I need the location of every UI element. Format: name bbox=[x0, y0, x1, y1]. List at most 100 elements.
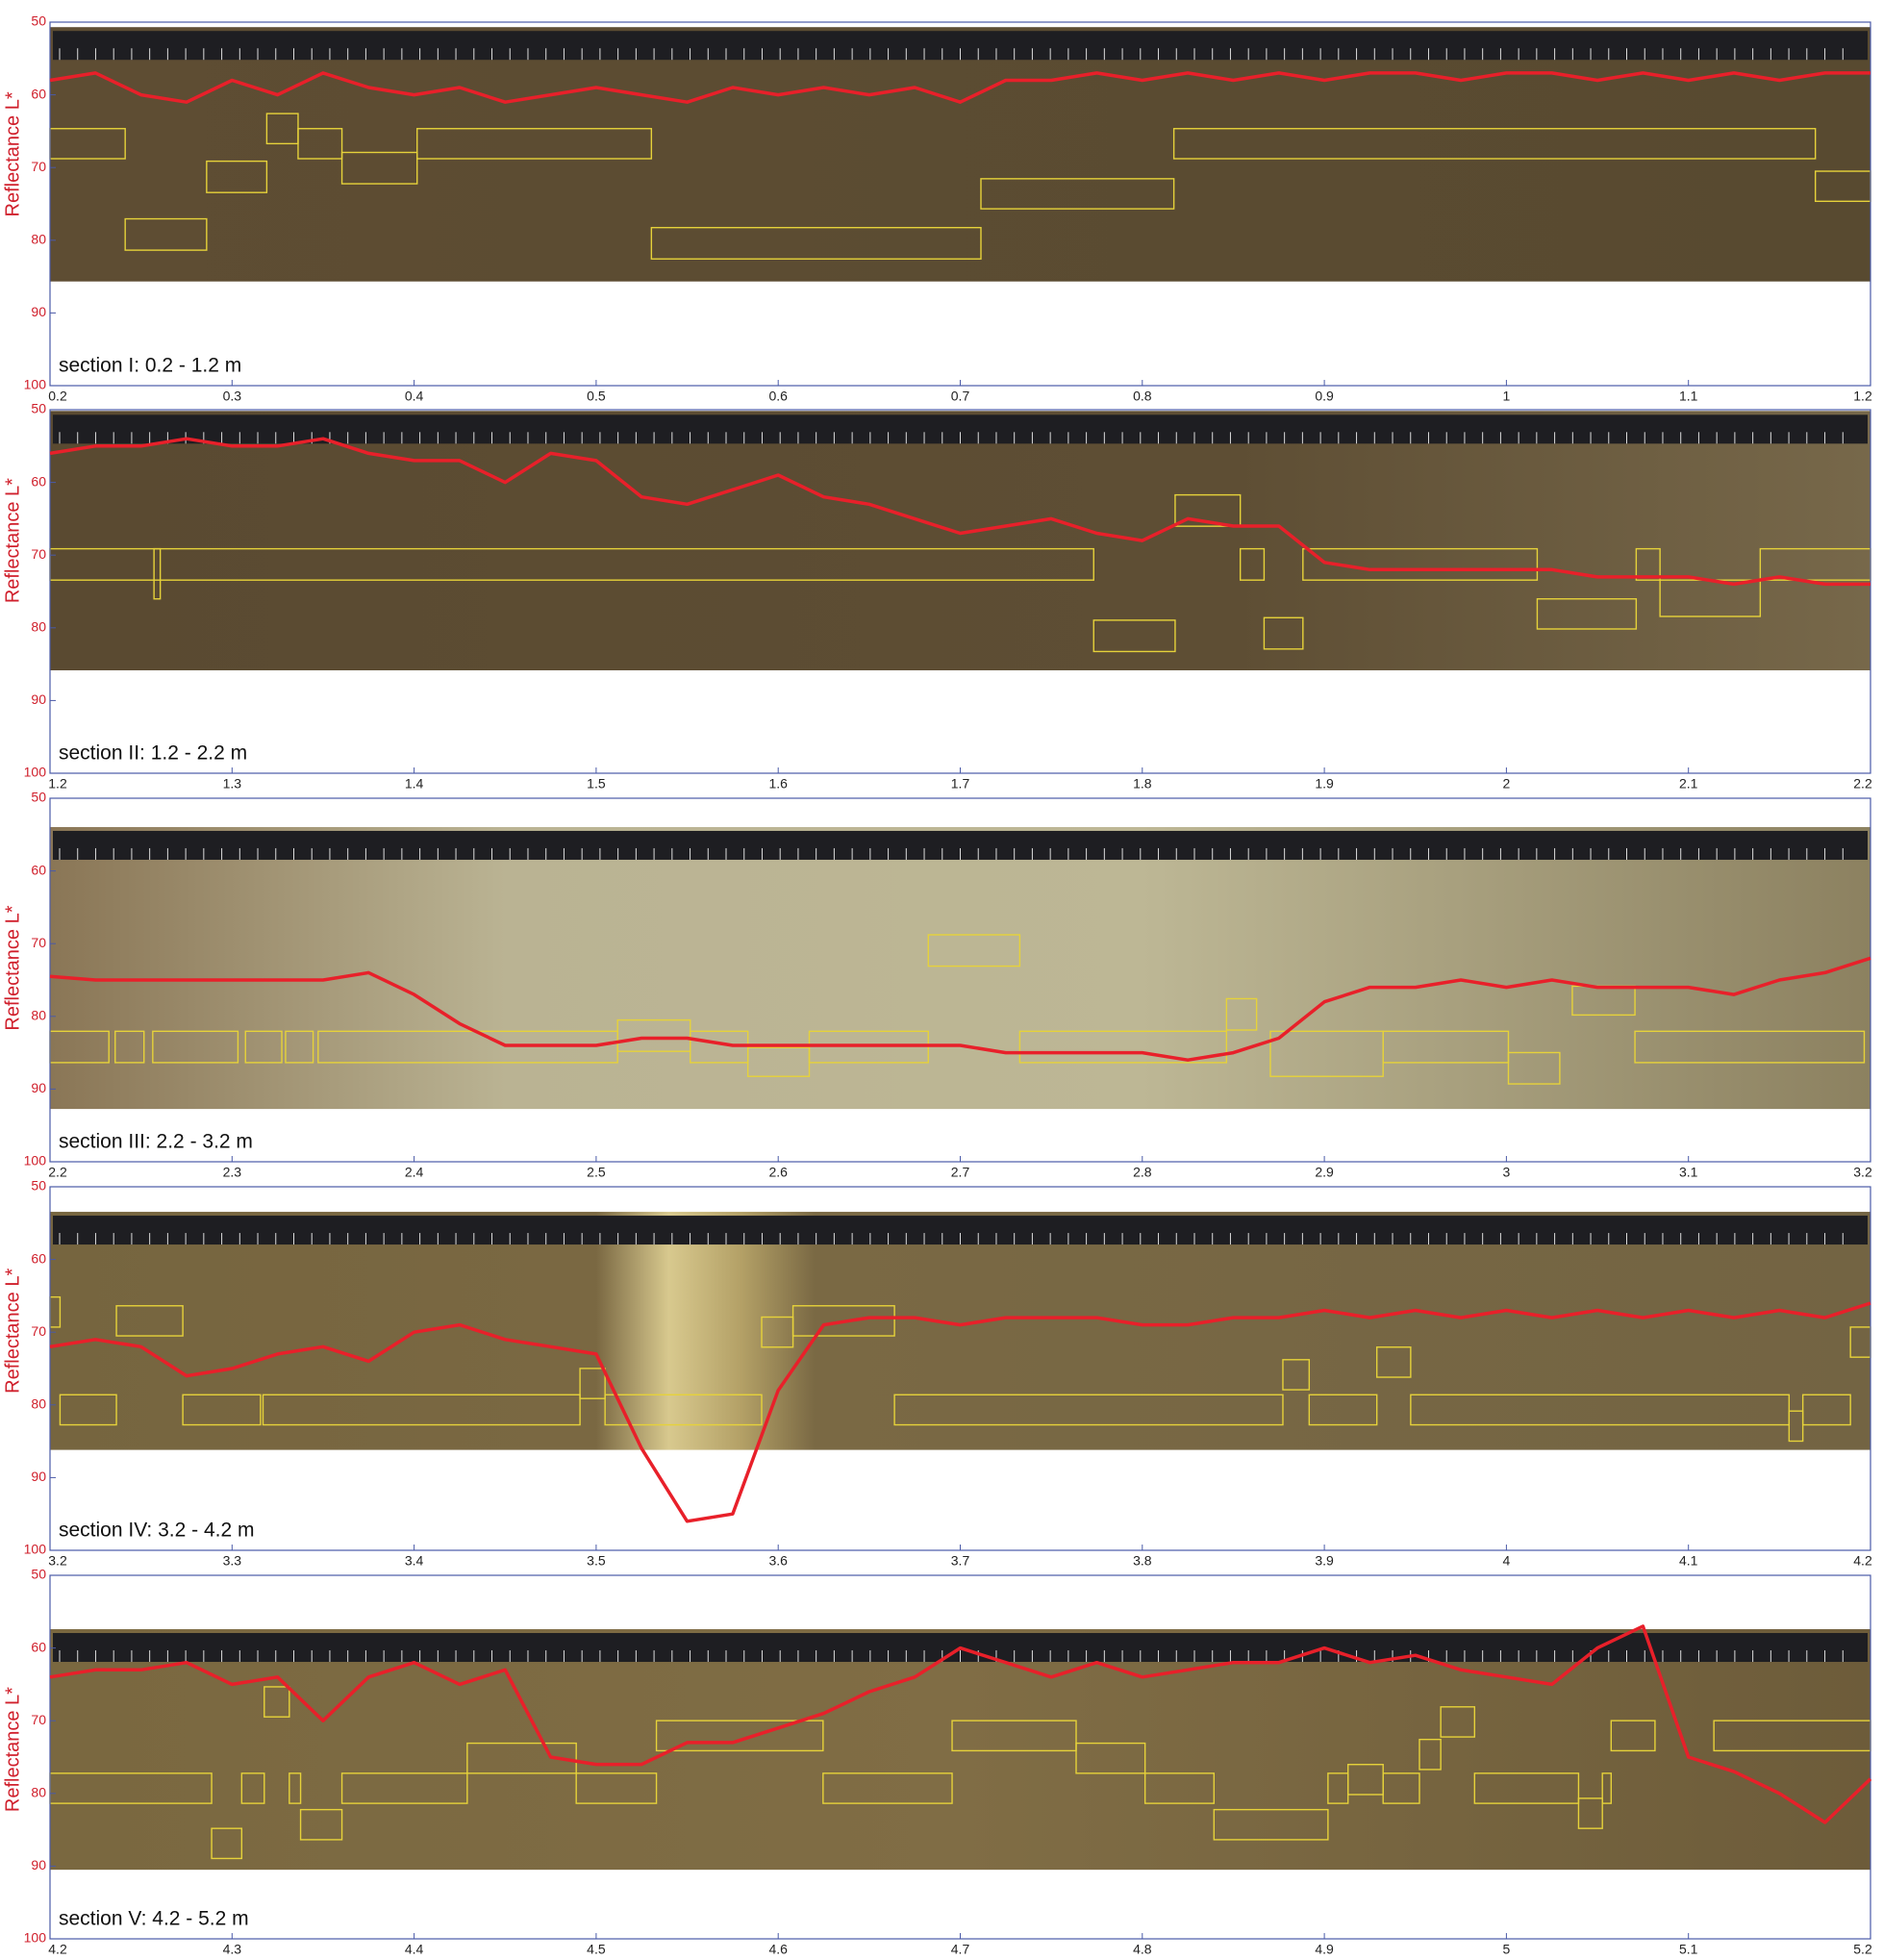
x-tick-label: 2.5 bbox=[587, 1165, 606, 1180]
y-tick-label: 70 bbox=[31, 935, 46, 950]
y-axis-label: Reflectance L* bbox=[2, 1269, 23, 1394]
sample-box bbox=[1536, 598, 1638, 630]
reflectance-line bbox=[49, 1624, 1872, 1824]
sample-box bbox=[1635, 547, 1661, 581]
x-tick-label: 1.5 bbox=[587, 776, 606, 792]
sample-box bbox=[244, 1030, 283, 1064]
x-tick-label: 4 bbox=[1503, 1553, 1511, 1569]
x-tick-label: 5 bbox=[1503, 1942, 1511, 1957]
x-tick-label: 1.4 bbox=[405, 776, 424, 792]
sample-box bbox=[1610, 1720, 1656, 1752]
sample-box bbox=[1239, 547, 1266, 581]
y-axis-label: Reflectance L* bbox=[2, 478, 23, 603]
sample-box bbox=[1382, 1030, 1510, 1064]
sample-box bbox=[1282, 1359, 1311, 1391]
sample-box bbox=[1375, 1346, 1412, 1378]
y-tick-label: 90 bbox=[31, 1857, 46, 1872]
sample-box bbox=[285, 1030, 314, 1064]
sample-box bbox=[1302, 547, 1539, 581]
x-tick-label: 1.3 bbox=[223, 776, 242, 792]
sample-box bbox=[655, 1720, 824, 1752]
y-tick-label: 60 bbox=[31, 862, 46, 877]
sample-box bbox=[1440, 1706, 1476, 1738]
sample-box bbox=[1143, 1772, 1216, 1804]
y-tick-label: 100 bbox=[24, 1153, 47, 1168]
x-tick-label: 3.1 bbox=[1679, 1165, 1698, 1180]
sample-box bbox=[1174, 493, 1242, 527]
x-tick-label: 4.2 bbox=[48, 1942, 67, 1957]
sample-box bbox=[579, 1368, 606, 1399]
sample-box bbox=[1507, 1051, 1561, 1085]
x-tick-label: 0.8 bbox=[1133, 389, 1152, 404]
sample-box bbox=[1382, 1772, 1420, 1804]
x-tick-label: 1 bbox=[1503, 389, 1511, 404]
core-photo bbox=[50, 411, 1870, 670]
sample-box bbox=[299, 1808, 343, 1841]
x-tick-label: 4.6 bbox=[768, 1942, 788, 1957]
sample-box bbox=[1225, 997, 1258, 1031]
core-photo bbox=[50, 826, 1870, 1110]
y-tick-label: 100 bbox=[24, 1542, 47, 1557]
y-tick-label: 70 bbox=[31, 546, 46, 562]
y-tick-label: 50 bbox=[31, 401, 46, 416]
sample-box bbox=[340, 151, 418, 185]
sample-box bbox=[1473, 1772, 1580, 1804]
y-tick-label: 50 bbox=[31, 1178, 46, 1194]
x-tick-label: 3.2 bbox=[1853, 1165, 1872, 1180]
sample-box bbox=[650, 226, 982, 260]
y-tick-label: 50 bbox=[31, 13, 46, 29]
section-label: section I: 0.2 - 1.2 m bbox=[59, 355, 241, 377]
sample-box bbox=[980, 178, 1175, 210]
reflectance-line bbox=[49, 71, 1870, 104]
x-tick-label: 3.3 bbox=[223, 1553, 242, 1569]
sample-box bbox=[822, 1772, 953, 1804]
sample-box bbox=[1172, 128, 1817, 160]
x-tick-label: 0.5 bbox=[587, 389, 606, 404]
y-tick-label: 90 bbox=[31, 304, 46, 319]
y-tick-label: 70 bbox=[31, 1323, 46, 1339]
x-tick-label: 0.6 bbox=[768, 389, 788, 404]
x-tick-label: 4.7 bbox=[951, 1942, 970, 1957]
x-tick-label: 2.6 bbox=[768, 1165, 788, 1180]
x-tick-label: 5.2 bbox=[1853, 1942, 1872, 1957]
sample-box bbox=[604, 1394, 763, 1426]
y-tick-label: 70 bbox=[31, 159, 46, 174]
y-tick-label: 100 bbox=[24, 377, 47, 392]
x-tick-label: 2 bbox=[1503, 776, 1511, 792]
sample-box bbox=[893, 1394, 1284, 1426]
sample-box bbox=[152, 1030, 239, 1064]
x-tick-label: 1.2 bbox=[48, 776, 67, 792]
sample-box bbox=[416, 128, 653, 160]
sample-box bbox=[1601, 1772, 1613, 1804]
y-axis-label: Reflectance L* bbox=[2, 1687, 23, 1812]
x-tick-label: 0.4 bbox=[405, 389, 424, 404]
reflectance-line bbox=[49, 1301, 1871, 1523]
x-tick-label: 4.9 bbox=[1315, 1942, 1334, 1957]
y-tick-label: 100 bbox=[24, 765, 47, 780]
x-tick-label: 4.8 bbox=[1133, 1942, 1152, 1957]
section-label: section V: 4.2 - 5.2 m bbox=[59, 1908, 249, 1930]
y-tick-label: 80 bbox=[31, 1008, 46, 1023]
sample-box bbox=[1801, 1394, 1851, 1426]
sample-box bbox=[262, 1394, 581, 1426]
x-tick-label: 3.6 bbox=[768, 1553, 788, 1569]
y-tick-label: 60 bbox=[31, 86, 46, 101]
x-tick-label: 0.7 bbox=[951, 389, 970, 404]
section-label: section III: 2.2 - 3.2 m bbox=[59, 1131, 253, 1153]
x-tick-label: 4.5 bbox=[587, 1942, 606, 1957]
x-tick-label: 1.1 bbox=[1679, 389, 1698, 404]
x-tick-label: 3.4 bbox=[405, 1553, 424, 1569]
y-axis-label: Reflectance L* bbox=[2, 905, 23, 1030]
sample-box bbox=[1018, 1030, 1228, 1064]
sample-box bbox=[182, 1394, 262, 1426]
sample-box bbox=[1263, 616, 1304, 650]
sample-box bbox=[1577, 1797, 1603, 1829]
y-tick-label: 60 bbox=[31, 1250, 46, 1266]
sample-box bbox=[1308, 1394, 1378, 1426]
y-tick-label: 50 bbox=[31, 1567, 46, 1582]
